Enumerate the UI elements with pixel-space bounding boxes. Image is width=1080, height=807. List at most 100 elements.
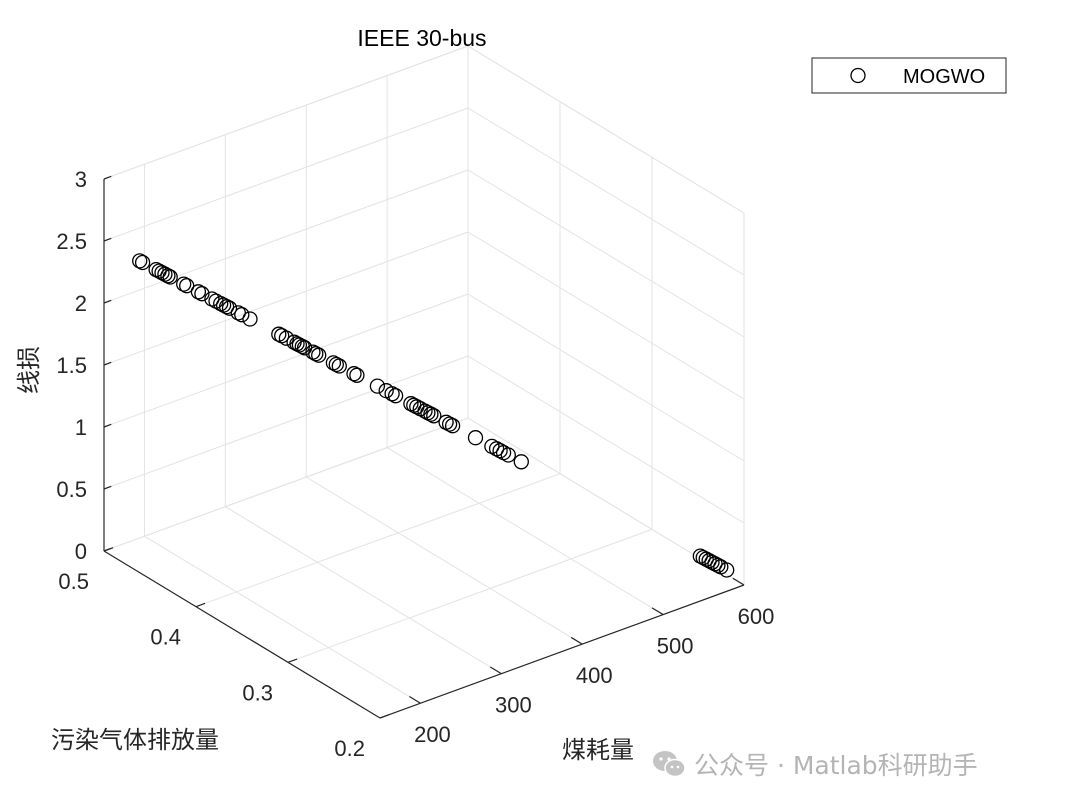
data-point [160, 268, 176, 284]
y-tick-label: 200 [414, 722, 451, 747]
side-wall-grid-line [467, 169, 745, 338]
x-tick-mark [287, 658, 298, 663]
data-point [230, 305, 246, 321]
data-point [162, 269, 178, 285]
z-axis-label: 线损 [15, 346, 43, 394]
data-point [221, 300, 238, 316]
data-point [488, 441, 505, 457]
data-point [719, 562, 735, 578]
data-point [441, 416, 458, 432]
y-tick-label: 600 [738, 604, 775, 629]
legend-label: MOGWO [903, 66, 985, 88]
wechat-icon [652, 749, 686, 779]
y-tick-mark [409, 696, 421, 704]
z-tick-label: 1 [75, 415, 87, 440]
data-point [308, 346, 324, 362]
data-point [218, 299, 235, 315]
z-tick-mark [103, 299, 112, 304]
back-wall-grid-line [103, 355, 469, 490]
z-tick-label: 0 [75, 539, 87, 564]
data-point [387, 388, 404, 404]
x-tick-label: 0.5 [58, 569, 89, 594]
y-tick-mark [570, 636, 583, 645]
tick-layer: 0.2 0.3 0.4 0.5 200 300 400 500 600 0 0.5 1 1.5 2 2.5 3 [56, 167, 774, 761]
y-tick-mark [651, 607, 664, 616]
floor-grid-line [195, 473, 561, 608]
data-point [384, 386, 400, 402]
floor-grid-line [287, 528, 653, 663]
back-wall-grid-line [103, 169, 469, 304]
side-wall-grid-line [467, 293, 745, 462]
side-wall-grid-line [467, 417, 745, 586]
z-tick-label: 3 [75, 167, 87, 192]
z-tick-label: 2 [75, 291, 87, 316]
y-tick-mark [489, 666, 502, 675]
z-tick-mark [103, 547, 112, 552]
data-point [710, 557, 726, 574]
data-point [331, 358, 347, 374]
z-tick-label: 2.5 [56, 229, 87, 254]
z-tick-mark [103, 361, 112, 366]
data-point [444, 418, 461, 434]
data-point [134, 254, 151, 271]
y-tick-label: 400 [576, 663, 613, 688]
watermark: 公众号 · Matlab科研助手 [652, 746, 978, 782]
legend: MOGWO [811, 57, 1007, 94]
grid-layer [103, 45, 745, 719]
back-wall-grid-line [103, 417, 469, 552]
x-tick-label: 0.2 [334, 736, 365, 761]
z-tick-mark [103, 237, 112, 242]
floor-grid-line [386, 447, 664, 615]
chart-title: IEEE 30-bus [357, 25, 486, 51]
y-axis-line [379, 584, 745, 719]
data-point [513, 454, 529, 470]
data-point [278, 330, 295, 346]
data-point [423, 406, 439, 422]
x-tick-mark [195, 602, 206, 608]
back-wall-grid-line [103, 293, 469, 428]
watermark-text: 公众号 · Matlab科研助手 [694, 751, 978, 780]
data-point [132, 253, 148, 269]
side-wall-grid-line [467, 355, 745, 524]
back-wall-grid-line [103, 107, 469, 242]
data-point [194, 286, 210, 302]
legend-marker [850, 67, 866, 84]
data-point [242, 311, 258, 327]
data-point [179, 278, 195, 294]
y-tick-label: 500 [657, 634, 694, 659]
x-tick-label: 0.3 [242, 680, 273, 705]
z-tick-mark [103, 423, 112, 428]
y-axis-label: 煤耗量 [562, 736, 634, 764]
marker-layer [132, 253, 735, 578]
data-point [492, 443, 508, 459]
side-wall-grid-line [467, 231, 745, 400]
data-point [190, 284, 207, 300]
z-tick-mark [103, 175, 112, 180]
x-axis-label: 污染气体排放量 [51, 726, 219, 754]
z-tick-label: 1.5 [56, 353, 87, 378]
data-point [467, 430, 484, 446]
back-wall-grid-line [103, 231, 469, 366]
data-point [311, 347, 327, 363]
wall-top-edge [103, 45, 469, 180]
y-tick-mark [732, 577, 745, 586]
legend-box [811, 57, 1007, 94]
data-point [346, 366, 362, 382]
data-point [349, 367, 365, 383]
side-wall-grid-line [467, 107, 745, 276]
x-tick-mark [379, 714, 390, 719]
data-point [328, 356, 344, 373]
z-tick-label: 0.5 [56, 477, 87, 502]
z-tick-mark [103, 485, 112, 490]
floor-grid-line [225, 506, 502, 675]
data-point [500, 447, 516, 463]
data-point [369, 378, 386, 394]
data-point [426, 408, 442, 424]
data-point [234, 307, 250, 323]
data-point [271, 326, 287, 342]
y-tick-label: 300 [495, 693, 532, 718]
floor-grid-line [305, 476, 583, 645]
data-point [176, 276, 192, 292]
wall-top-edge [467, 45, 745, 214]
